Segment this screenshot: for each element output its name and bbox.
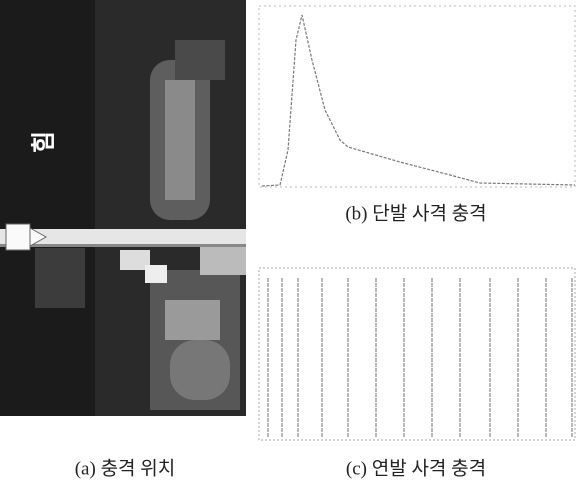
caption-c: (c) 연발 사격 충격 (346, 457, 486, 479)
photo: 힘 (0, 0, 246, 416)
single-shot-plot (259, 6, 575, 187)
page: 힘 (b) 단발 사격 충격 (a) 충격 위치 (c) 연발 사격 충격 ((… (0, 0, 577, 487)
force-annotation: 힘 (31, 131, 58, 153)
caption-a: (a) 충격 위치 (75, 457, 176, 479)
burst-plot (259, 268, 575, 440)
caption-b: (b) 단발 사격 충격 (345, 202, 486, 224)
figure: 힘 (b) 단발 사격 충격 (a) 충격 위치 (c) 연발 사격 충격 (0, 0, 577, 487)
